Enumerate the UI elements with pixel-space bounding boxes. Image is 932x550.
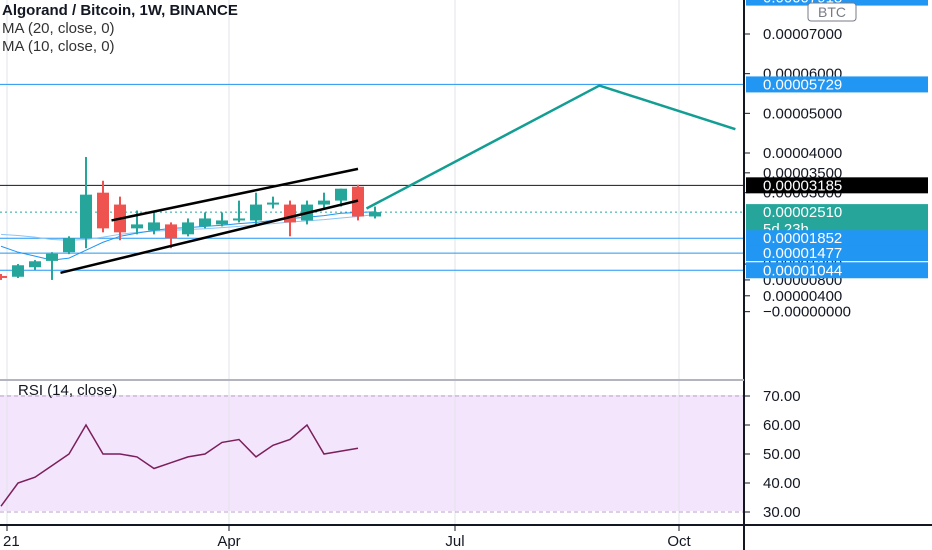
level-label-text: 0.00001044: [763, 262, 842, 279]
level-label-text: 0.00002510: [763, 204, 842, 221]
candle-body: [46, 253, 58, 261]
candle-body: [12, 265, 24, 277]
legend-ma20: MA (20, close, 0): [2, 20, 115, 37]
rsi-legend: RSI (14, close): [18, 382, 118, 399]
rsi-line: [0, 423, 359, 507]
price-tick-label: 0.00004000: [763, 145, 842, 162]
candle-body: [369, 212, 381, 217]
candle-body: [233, 218, 245, 221]
channel-lower-line: [60, 199, 359, 275]
channel-upper-line: [111, 167, 359, 222]
rsi-tick-label: 40.00: [763, 475, 801, 492]
level-label-bg: [746, 177, 928, 194]
chart-legend: Algorand / Bitcoin, 1W, BINANCE MA (20, …: [2, 2, 238, 56]
currency-badge: [807, 2, 857, 22]
rsi-tick-label: 50.00: [763, 446, 801, 463]
time-tick-label: Apr: [217, 533, 240, 550]
rsi-tick-label: 60.00: [763, 417, 801, 434]
candle-body: [131, 224, 143, 229]
legend-symbol: Algorand / Bitcoin, 1W, BINANCE: [2, 2, 238, 19]
level-label-bg: [746, 76, 928, 93]
time-tick-label: Oct: [667, 533, 691, 550]
candle-body: [148, 222, 160, 231]
level-label-bg: [746, 245, 928, 262]
time-tick-label: Jul: [445, 533, 464, 550]
level-label-bg: [746, 262, 928, 279]
price-tick-label: 0.00005000: [763, 105, 842, 122]
level-label-text: 0.00001852: [763, 230, 842, 247]
candle-body: [199, 218, 211, 227]
candle-body: [335, 188, 347, 201]
projection-path: [365, 84, 736, 210]
rsi-tick-label: 70.00: [763, 388, 801, 405]
candle-body: [182, 222, 194, 235]
rsi-tick-label: 30.00: [763, 504, 801, 521]
currency-badge-text: BTC: [818, 4, 846, 20]
candle-body: [63, 238, 75, 253]
candle-body: [97, 192, 109, 229]
level-label-text: 0.00001477: [763, 245, 842, 262]
price-tick-label: 0.00007000: [763, 26, 842, 43]
candle-body: [165, 224, 177, 239]
candle-body: [0, 275, 7, 278]
candle-body: [318, 200, 330, 205]
level-label-text: 0.00003185: [763, 177, 842, 194]
candle-body: [80, 194, 92, 239]
price-tick-label: −0.00000000: [763, 304, 851, 321]
level-label-bg: [746, 230, 928, 247]
rsi-band: [0, 395, 744, 511]
candle-body: [250, 204, 262, 221]
price-tick-label: 0.00000400: [763, 288, 842, 305]
candle-body: [284, 204, 296, 223]
candle-body: [29, 261, 41, 268]
level-label-text: 0.00007918: [763, 0, 842, 7]
candle-body: [267, 202, 279, 205]
legend-ma10: MA (10, close, 0): [2, 38, 115, 55]
candle-body: [216, 220, 228, 225]
level-label-text: 0.00005729: [763, 76, 842, 93]
time-tick-label: 21: [3, 533, 20, 550]
